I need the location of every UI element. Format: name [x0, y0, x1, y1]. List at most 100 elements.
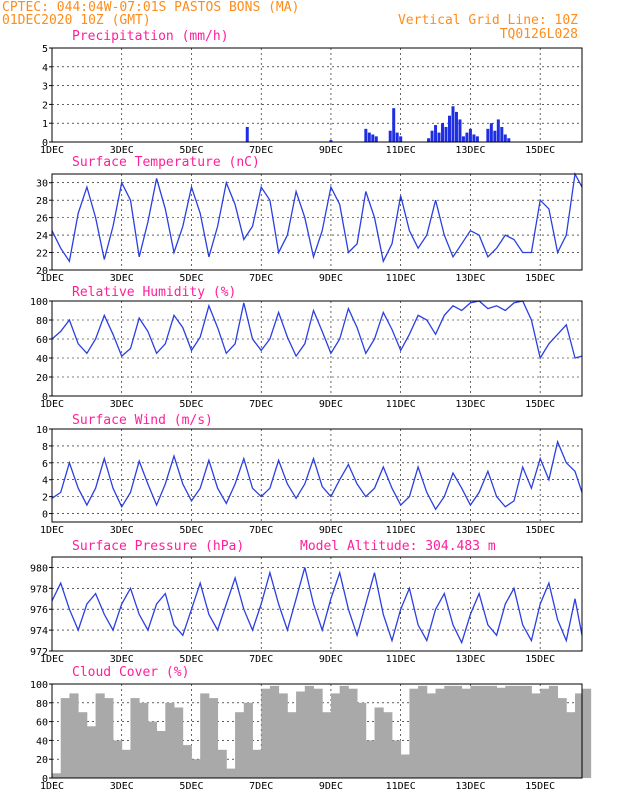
x-tick-label: 11DEC	[386, 145, 416, 156]
cloud-title: Cloud Cover (%)	[72, 665, 189, 680]
x-tick-label: 15DEC	[525, 273, 555, 284]
cloud-bar	[296, 691, 306, 778]
precip-bar	[371, 134, 375, 142]
panel-frame	[51, 683, 583, 779]
precip-bar	[461, 136, 465, 142]
cloud-bar	[505, 685, 515, 778]
y-tick-label: 2	[42, 493, 48, 504]
precip-bar	[451, 106, 455, 142]
x-tick-label: 7DEC	[249, 525, 273, 536]
x-tick-label: 7DEC	[249, 781, 273, 792]
x-tick-label: 3DEC	[110, 525, 134, 536]
panel-frame	[51, 556, 583, 652]
precip-bar	[395, 132, 399, 142]
x-tick-label: 9DEC	[319, 654, 343, 665]
x-tick-label: 9DEC	[319, 273, 343, 284]
y-tick-label: 972	[30, 647, 48, 658]
precip-bar	[507, 138, 511, 142]
cloud-bar	[261, 688, 271, 778]
precip-bar	[329, 140, 333, 142]
y-tick-label: 60	[36, 335, 48, 346]
y-tick-label: 2	[42, 100, 48, 111]
y-tick-label: 0	[42, 510, 48, 521]
cloud-bar	[200, 693, 210, 778]
x-tick-label: 1DEC	[40, 273, 64, 284]
y-tick-label: 978	[30, 584, 48, 595]
x-tick-label: 7DEC	[249, 273, 273, 284]
precip-bar	[388, 130, 392, 142]
precip-bar	[468, 128, 472, 142]
y-tick-label: 976	[30, 605, 48, 616]
y-tick-label: 24	[36, 231, 48, 242]
precip-bar	[465, 132, 469, 142]
x-tick-label: 5DEC	[179, 399, 203, 410]
y-tick-label: 0	[42, 392, 48, 403]
x-tick-label: 5DEC	[179, 525, 203, 536]
x-tick-label: 3DEC	[110, 273, 134, 284]
y-tick-label: 980	[30, 563, 48, 574]
precip-bar	[437, 132, 441, 142]
wind-series-line	[51, 439, 583, 511]
cloud-bar	[156, 731, 166, 778]
precip-bar	[434, 125, 438, 142]
y-tick-label: 1	[42, 119, 48, 130]
cloud-bar	[540, 688, 550, 778]
cloud-bar	[217, 749, 227, 778]
rh-series-line	[51, 300, 583, 360]
x-tick-label: 5DEC	[179, 273, 203, 284]
cloud-bar	[514, 685, 524, 778]
cloud-bar	[418, 685, 428, 778]
y-tick-label: 40	[36, 736, 48, 747]
cloud-bar	[165, 702, 175, 778]
header-grid-note: Vertical Grid Line: 10Z	[398, 13, 578, 28]
y-tick-label: 30	[36, 179, 48, 190]
x-tick-label: 9DEC	[319, 525, 343, 536]
x-tick-label: 13DEC	[455, 781, 485, 792]
x-tick-label: 5DEC	[179, 781, 203, 792]
cloud-bar	[548, 685, 559, 778]
model-altitude: Model Altitude: 304.483 m	[300, 539, 496, 554]
precip-bar	[367, 132, 371, 142]
precip-bar	[399, 136, 403, 142]
cloud-bar	[252, 749, 262, 778]
cloud-bar	[304, 685, 314, 778]
cloud-bar	[487, 685, 498, 778]
x-tick-label: 1DEC	[40, 781, 64, 792]
cloud-bar	[147, 721, 158, 778]
precip-bar	[430, 130, 434, 142]
precip-bar	[496, 119, 500, 142]
y-tick-label: 5	[42, 44, 48, 55]
cloud-bar	[470, 685, 480, 778]
x-tick-label: 3DEC	[110, 654, 134, 665]
cloud-bar	[60, 698, 70, 778]
x-tick-label: 13DEC	[455, 145, 485, 156]
y-tick-label: 20	[36, 266, 48, 277]
cloud-bar	[496, 687, 506, 778]
x-tick-label: 1DEC	[40, 525, 64, 536]
y-tick-label: 80	[36, 699, 48, 710]
x-tick-label: 9DEC	[319, 781, 343, 792]
x-tick-label: 7DEC	[249, 399, 273, 410]
x-tick-label: 15DEC	[525, 399, 555, 410]
y-tick-label: 3	[42, 82, 48, 93]
cloud-bar	[435, 688, 445, 778]
x-tick-label: 15DEC	[525, 145, 555, 156]
cloud-bar	[322, 712, 332, 778]
humidity-title: Relative Humidity (%)	[72, 285, 236, 300]
cloud-bar	[522, 685, 532, 778]
temperature-title: Surface Temperature (nC)	[72, 155, 260, 170]
y-tick-label: 20	[36, 373, 48, 384]
wind-panel: Surface Wind (m/s) 0 2 4 6 8 10 1DEC 3DEC 5DEC 7D…	[36, 413, 583, 536]
pressure-panel: Surface Pressure (hPa) Model Altitude: 3…	[30, 539, 583, 665]
y-tick-label: 26	[36, 214, 48, 225]
y-tick-label: 28	[36, 196, 48, 207]
x-tick-label: 11DEC	[386, 654, 416, 665]
header-run-time: 01DEC2020 10Z (GMT)	[2, 13, 151, 28]
x-tick-label: 5DEC	[179, 145, 203, 156]
cloud-bar	[582, 688, 592, 778]
y-tick-label: 0	[42, 138, 48, 149]
x-tick-label: 5DEC	[179, 654, 203, 665]
cloud-bar	[52, 773, 62, 778]
precip-bar	[503, 134, 507, 142]
x-tick-label: 11DEC	[386, 399, 416, 410]
